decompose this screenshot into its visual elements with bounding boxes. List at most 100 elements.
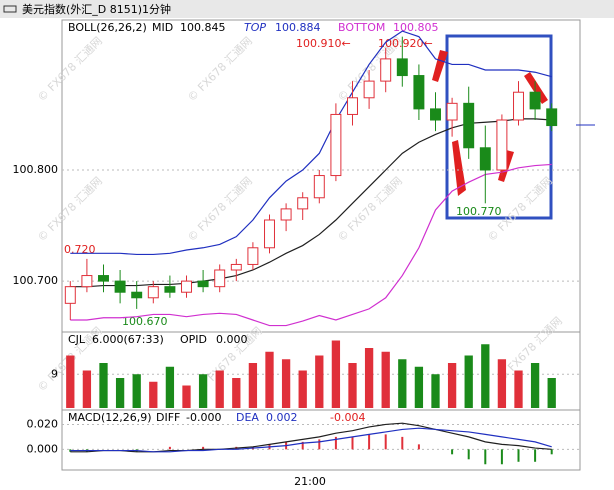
arrow (452, 140, 466, 196)
volume-bar (215, 370, 224, 408)
line (70, 422, 552, 453)
annotation: 0.720 (64, 243, 96, 256)
legend-cjl: CJL (68, 333, 86, 346)
candle-body (81, 275, 93, 288)
watermark: © FX678 汇通网 (185, 34, 255, 104)
arrow (524, 72, 548, 104)
legend-diff-value: -0.000 (186, 411, 221, 424)
volume-bar (547, 378, 556, 408)
legend-top: TOP (244, 21, 266, 34)
volume-bar (115, 378, 125, 408)
line (70, 118, 552, 288)
candle-body (164, 286, 176, 293)
y-tick-label: 100.700 (13, 274, 59, 287)
candle-body (529, 91, 541, 110)
legend-bottom-value: 100.805 (393, 21, 439, 34)
volume-bar (281, 359, 291, 408)
volume-bar (149, 381, 158, 408)
line (70, 163, 552, 327)
annotation: 100.910← (296, 37, 351, 50)
volume-bar (265, 351, 274, 408)
annotation: 100.770 (456, 205, 502, 218)
candle-body (513, 91, 524, 121)
legend-cjl-value: 6.000(67:33) (92, 333, 164, 346)
legend-macd-value: -0.004 (330, 411, 365, 424)
candle-body (247, 247, 259, 265)
candle-body (446, 102, 458, 121)
candle-body (430, 108, 441, 121)
volume-bar (348, 363, 357, 408)
candle-body (214, 269, 226, 288)
volume-bar (198, 374, 208, 408)
watermark: © FX678 汇通网 (185, 174, 255, 244)
volume-bar (381, 351, 390, 408)
volume-bar (481, 344, 490, 408)
volume-bar (165, 366, 175, 408)
y-tick-label: 0.000 (27, 442, 59, 455)
candle-body (64, 286, 76, 304)
watermark: © FX678 汇通网 (35, 174, 105, 244)
candle-body (98, 275, 109, 282)
candle-body (280, 208, 292, 221)
annotation: 100.670 (122, 315, 168, 328)
legend-diff: DIFF (156, 411, 180, 424)
watermark: © FX678 汇通网 (335, 174, 405, 244)
icon (3, 5, 17, 13)
volume-bar (82, 370, 92, 408)
candle-body (297, 197, 309, 210)
legend-macd: MACD(12,26,9) (68, 411, 152, 424)
candle-body (496, 119, 508, 171)
volume-bar (514, 370, 523, 408)
candle-body (147, 286, 159, 299)
volume-bar (464, 355, 473, 408)
y-tick-label: 0.020 (27, 417, 59, 430)
watermark: © FX678 汇通网 (35, 34, 105, 104)
volume-bar (182, 385, 191, 408)
line (70, 30, 552, 256)
volume-bar (497, 359, 507, 408)
candle-body (363, 80, 375, 99)
legend-bottom: BOTTOM (338, 21, 385, 34)
candle-body (413, 75, 425, 110)
legend-mid-value: 100.845 (180, 21, 226, 34)
volume-bar (248, 363, 258, 408)
candle-body (181, 280, 192, 293)
volume-bar (132, 374, 141, 408)
line (70, 427, 552, 453)
candle-body (347, 97, 358, 115)
highlight-box (445, 34, 553, 220)
candle-body (396, 58, 408, 77)
volume-bar (315, 355, 324, 408)
candle-body (114, 280, 126, 293)
title-bar (0, 0, 614, 18)
candle-body (131, 291, 143, 299)
title: 美元指数(外汇_D 8151)1分钟 (22, 2, 171, 16)
candle-body (479, 147, 491, 171)
volume-bar (232, 378, 241, 408)
candle-body (330, 113, 342, 177)
volume-bar (331, 340, 341, 408)
candle-body (230, 263, 242, 271)
volume-bar (431, 374, 440, 408)
legend-mid: MID (152, 21, 173, 34)
legend-dea: DEA (236, 411, 259, 424)
volume-bar (447, 363, 457, 408)
y-tick-label: 100.800 (13, 163, 59, 176)
candle-body (546, 108, 558, 127)
arrow (432, 50, 448, 82)
legend-dea-value: 0.002 (266, 411, 298, 424)
volume-bar (530, 363, 540, 408)
candle-body (197, 280, 209, 288)
volume-bar (364, 348, 374, 408)
volume-bar (66, 355, 75, 408)
volume-bar (414, 366, 424, 408)
y-tick-label: 9 (51, 367, 58, 380)
annotation: 100.920← (378, 37, 433, 50)
volume-bar (99, 363, 108, 408)
plot-frame (61, 19, 581, 471)
volume-bar (298, 370, 307, 408)
candle-body (313, 175, 325, 199)
legend-opid-value: 0.000 (216, 333, 248, 346)
volume-bar (398, 359, 407, 408)
